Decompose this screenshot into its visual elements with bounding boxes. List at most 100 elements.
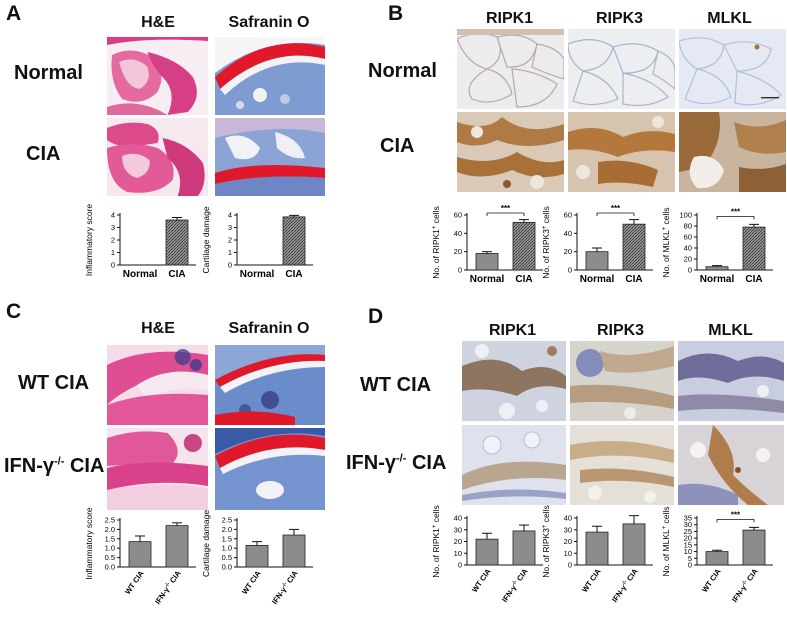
chart-d-ripk1: No. of RIPK1+ cells 0 10 20 30 40 WT CIA IFN-γ-… <box>425 505 550 618</box>
panel-b-mlkl-cia-image <box>679 112 786 192</box>
y-tick-label: 60 <box>684 233 692 242</box>
y-tick-label: 0 <box>458 561 462 570</box>
x-category-label: WT CIA <box>123 569 146 596</box>
y-tick-label: 4 <box>228 211 232 220</box>
y-tick-label: 40 <box>454 514 462 523</box>
y-tick-label: 0 <box>568 266 572 275</box>
y-tick-label: 1.0 <box>222 544 232 553</box>
y-tick-label: 0 <box>458 266 462 275</box>
chart-b-ripk3: No. of RIPK3+ cells 0 20 40 60 Normal CIA *** <box>541 204 653 285</box>
y-tick-label: 25 <box>684 527 692 536</box>
panel-d-label: D <box>368 305 384 328</box>
chart-a-he: Inflammatory score 0 1 2 3 4 Normal CIA <box>84 204 196 280</box>
y-axis-label: No. of RIPK1+ cells <box>431 505 441 577</box>
y-tick-label: 1 <box>228 248 232 257</box>
panel-c-he-wt-image <box>107 345 208 425</box>
x-category-label: CIA <box>745 274 762 285</box>
chart-c-saf: Cartilage damage 0.00.51.01.52.02.5 WT CIA… <box>201 510 313 606</box>
bar <box>475 253 499 271</box>
panel-d-mlkl-wt-image <box>678 341 784 421</box>
panel-b-row-normal: Normal <box>368 60 437 82</box>
y-tick-label: 1.5 <box>105 534 115 543</box>
y-axis-label: No. of RIPK1+ cells <box>431 206 441 278</box>
bar <box>742 226 766 271</box>
panel-d-row-wt: WT CIA <box>360 374 432 396</box>
significance-stars: *** <box>611 204 621 213</box>
bar <box>742 529 766 566</box>
panel-a-label: A <box>6 2 22 25</box>
chart-b-ripk3: No. of RIPK3+ cells 0 20 40 60 Normal CIA *** <box>535 204 660 295</box>
panel-c-safranin-ifn-image <box>215 428 325 510</box>
y-tick-label: 1 <box>111 248 115 257</box>
y-axis-label: Cartilage damage <box>201 206 211 273</box>
y-tick-label: 10 <box>684 547 692 556</box>
panel-b-col-ripk1: RIPK1 <box>485 10 534 27</box>
x-category-label: Normal <box>700 274 735 285</box>
panel-b-ripk3-cia-image <box>568 112 675 192</box>
chart-a-saf: Cartilage damage 0 1 2 3 4 Normal CIA <box>201 206 313 280</box>
bar <box>512 530 536 566</box>
y-tick-label: 40 <box>454 229 462 238</box>
y-tick-label: 3 <box>111 223 115 232</box>
panel-a-row-cia: CIA <box>26 143 61 165</box>
panel-a-safranin-cia-image <box>215 118 325 196</box>
panel-a-row-normal: Normal <box>14 62 83 84</box>
y-tick-label: 30 <box>684 520 692 529</box>
y-tick-label: 10 <box>564 549 572 558</box>
chart-d-ripk3: No. of RIPK3+ cells 0 10 20 30 40 WT CIA IFN-γ-… <box>541 505 653 604</box>
panel-a-he-normal-image <box>107 37 208 115</box>
bar <box>282 534 306 568</box>
y-tick-label: 0 <box>111 261 115 270</box>
y-tick-label: 20 <box>684 534 692 543</box>
y-tick-label: 35 <box>684 514 692 523</box>
y-tick-label: 60 <box>564 211 572 220</box>
y-tick-label: 15 <box>684 540 692 549</box>
panel-b-label: B <box>388 2 404 25</box>
y-tick-label: 2.0 <box>105 525 115 534</box>
x-category-label: CIA <box>515 274 532 285</box>
panel-d-col-ripk3: RIPK3 <box>596 322 645 339</box>
panel-d-col-mlkl: MLKL <box>708 322 753 339</box>
chart-c-he: Inflammatory score 0.00.51.01.52.02.5 WT C… <box>84 507 196 606</box>
chart-d-ripk3: No. of RIPK3+ cells 0 10 20 30 40 WT CIA IFN-γ-… <box>535 505 660 618</box>
x-category-label: WT CIA <box>580 567 603 594</box>
x-category-label: Normal <box>470 274 505 285</box>
y-tick-label: 20 <box>684 255 692 264</box>
y-tick-label: 2.5 <box>105 516 115 525</box>
y-tick-label: 0.5 <box>222 553 232 562</box>
y-axis-label: No. of MLKL+ cells <box>661 207 671 277</box>
panel-d-row-ifn: IFN-γ-/- CIA <box>346 452 447 474</box>
bar <box>622 523 646 566</box>
panel-c-safranin-wt-image <box>215 345 325 425</box>
y-tick-label: 0 <box>688 561 692 570</box>
x-category-label: Normal <box>123 269 158 280</box>
y-tick-label: 10 <box>454 549 462 558</box>
bar <box>705 266 729 271</box>
y-axis-label: Inflammatory score <box>84 204 94 277</box>
y-tick-label: 0 <box>688 266 692 275</box>
y-tick-label: 30 <box>454 525 462 534</box>
bar <box>165 525 189 568</box>
bar <box>585 531 609 566</box>
y-tick-label: 2.0 <box>222 525 232 534</box>
panel-c-he-ifn-image <box>107 428 208 510</box>
panel-a-safranin-normal-image <box>215 37 325 115</box>
x-category-label: CIA <box>168 269 185 280</box>
x-category-label: IFN-γ-/- CIA <box>153 569 183 606</box>
panel-a-he-cia-image <box>107 118 208 196</box>
panel-c-col-safranin: Safranin O <box>228 320 310 337</box>
panel-d-ripk1-wt-image <box>462 341 566 421</box>
bar <box>512 221 536 271</box>
bar <box>245 544 269 568</box>
panel-d-mlkl-ifn-image <box>678 425 784 505</box>
panel-d-ripk3-wt-image <box>570 341 674 421</box>
significance-stars: *** <box>731 207 741 216</box>
chart-a-saf: Cartilage damage 0 1 2 3 4 Normal CIA <box>195 205 320 290</box>
bar <box>165 219 189 266</box>
y-tick-label: 80 <box>684 222 692 231</box>
x-category-label: Normal <box>240 269 275 280</box>
